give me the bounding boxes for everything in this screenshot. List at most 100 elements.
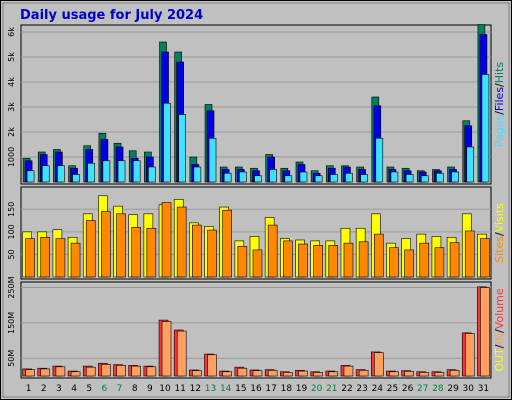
volume-bar-kb-day-10 xyxy=(161,321,172,377)
hits-files-pages-bar-pages-day-25 xyxy=(390,171,399,183)
day-label-12: 12 xyxy=(190,384,201,394)
volume-bar-kb-day-15 xyxy=(237,367,248,377)
volume-bar-kb-day-20 xyxy=(313,372,323,377)
volume-legend: OUT/IN/Volume xyxy=(493,288,506,372)
day-label-9: 9 xyxy=(147,384,153,394)
visits-sites-legend: Sites/Visits xyxy=(493,203,506,263)
day-label-24: 24 xyxy=(372,384,384,394)
volume-bar-kb-day-18 xyxy=(283,372,293,377)
day-label-8: 8 xyxy=(132,384,138,394)
volume-legend-item-4: Volume xyxy=(493,288,506,329)
hits-files-pages-tick-label-1: 2k xyxy=(7,127,16,137)
hits-files-pages-bar-pages-day-23 xyxy=(360,174,368,183)
hits-files-pages-bar-pages-day-28 xyxy=(436,172,444,183)
visits-sites-bar-sites-day-25 xyxy=(389,247,399,278)
volume-bar-kb-day-1 xyxy=(25,369,35,377)
day-label-17: 17 xyxy=(265,384,276,394)
hits-files-pages-bar-pages-day-11 xyxy=(178,114,186,183)
visits-sites-legend-item-0: Sites xyxy=(493,236,506,263)
visits-sites-bar-sites-day-11 xyxy=(176,206,187,278)
visits-sites-bar-sites-day-27 xyxy=(419,242,430,278)
visits-sites-bar-sites-day-9 xyxy=(146,227,157,278)
day-label-22: 22 xyxy=(341,384,352,394)
hits-files-pages-bar-pages-day-10 xyxy=(163,102,171,183)
volume-bar-kb-day-5 xyxy=(85,366,96,377)
hits-files-pages-bar-pages-day-22 xyxy=(345,172,353,183)
hits-files-pages-bar-pages-day-9 xyxy=(148,166,156,183)
day-label-3: 3 xyxy=(56,384,62,394)
volume-plot-area xyxy=(20,281,492,379)
hits-files-pages-bar-pages-day-29 xyxy=(451,171,459,183)
hits-files-pages-tick-label-4: 5k xyxy=(7,52,16,62)
hits-files-pages-bar-pages-day-19 xyxy=(299,171,308,183)
hits-files-pages-bar-pages-day-15 xyxy=(239,171,247,183)
volume-bar-kb-day-29 xyxy=(449,370,460,377)
volume-bar-kb-day-16 xyxy=(252,370,263,377)
visits-sites-bar-sites-day-14 xyxy=(222,209,232,278)
visits-sites-bar-sites-day-30 xyxy=(464,230,475,278)
visits-sites-bar-sites-day-24 xyxy=(373,233,384,278)
volume-bar-kb-day-25 xyxy=(389,371,399,377)
hits-files-pages-legend: Pages/Files/Hits xyxy=(493,62,506,148)
hits-files-pages-legend-item-2: Files xyxy=(493,87,506,111)
volume-bar-kb-day-13 xyxy=(207,354,217,377)
visits-sites-bar-sites-day-20 xyxy=(313,245,323,278)
hits-files-pages-bar-pages-day-7 xyxy=(117,160,126,183)
day-label-5: 5 xyxy=(86,384,92,394)
volume-bar-kb-day-12 xyxy=(192,370,202,377)
visits-sites-bar-sites-day-17 xyxy=(267,224,278,278)
hits-files-pages-bar-pages-day-12 xyxy=(193,166,202,183)
hits-files-pages-bar-pages-day-17 xyxy=(269,169,277,183)
volume-tick-label-1: 150M xyxy=(7,312,16,334)
visits-sites-bar-sites-day-23 xyxy=(358,241,369,278)
volume-bar-kb-day-31 xyxy=(480,287,490,377)
visits-sites-bar-sites-day-10 xyxy=(161,202,172,278)
hits-files-pages-bar-pages-day-4 xyxy=(72,174,80,183)
day-label-11: 11 xyxy=(174,384,185,394)
day-label-21: 21 xyxy=(326,384,337,394)
day-label-16: 16 xyxy=(250,384,262,394)
day-label-25: 25 xyxy=(387,384,398,394)
day-label-23: 23 xyxy=(356,384,367,394)
volume-bar-kb-day-21 xyxy=(328,371,339,377)
visits-sites-tick-label-2: 150 xyxy=(7,202,16,217)
day-label-19: 19 xyxy=(296,384,308,394)
visits-sites-bar-sites-day-13 xyxy=(207,229,217,278)
visits-sites-legend-item-1: / xyxy=(493,232,506,236)
visits-sites-bar-sites-day-12 xyxy=(192,224,202,278)
hits-files-pages-bar-pages-day-16 xyxy=(254,175,262,183)
day-label-4: 4 xyxy=(71,384,77,394)
day-label-31: 31 xyxy=(478,384,489,394)
volume-bar-kb-day-19 xyxy=(298,370,308,377)
day-label-10: 10 xyxy=(159,384,171,394)
day-label-15: 15 xyxy=(235,384,246,394)
hits-files-pages-bar-pages-day-5 xyxy=(87,162,96,183)
day-label-2: 2 xyxy=(41,384,47,394)
day-label-7: 7 xyxy=(117,384,123,394)
volume-legend-item-1: / xyxy=(493,344,506,348)
volume-bar-kb-day-24 xyxy=(373,352,384,377)
volume-bar-kb-day-3 xyxy=(55,366,66,377)
visits-sites-bar-sites-day-15 xyxy=(237,246,248,278)
visits-sites-bar-sites-day-4 xyxy=(70,242,81,278)
volume-tick-label-2: 250M xyxy=(7,276,16,298)
volume-bar-kb-day-23 xyxy=(358,370,369,377)
hits-files-pages-legend-item-1: / xyxy=(493,111,506,115)
visits-sites-bar-sites-day-21 xyxy=(328,245,339,278)
volume-bar-kb-day-6 xyxy=(101,364,111,377)
volume-bar-kb-day-22 xyxy=(343,365,354,377)
hits-files-pages-bar-pages-day-18 xyxy=(284,175,293,183)
panel-visits-sites: 50 100 150 Sites/Visits xyxy=(7,186,506,280)
chart-title: Daily usage for July 2024 xyxy=(20,8,203,23)
volume-bar-kb-day-2 xyxy=(40,368,51,377)
volume-bar-kb-day-11 xyxy=(176,330,187,377)
volume-legend-item-0: OUT xyxy=(493,348,506,372)
volume-bar-kb-day-17 xyxy=(267,370,278,377)
volume-legend-item-2: IN xyxy=(493,333,506,344)
day-label-14: 14 xyxy=(220,384,232,394)
hits-files-pages-bar-pages-day-2 xyxy=(41,165,50,183)
hits-files-pages-bar-pages-day-14 xyxy=(223,172,232,183)
